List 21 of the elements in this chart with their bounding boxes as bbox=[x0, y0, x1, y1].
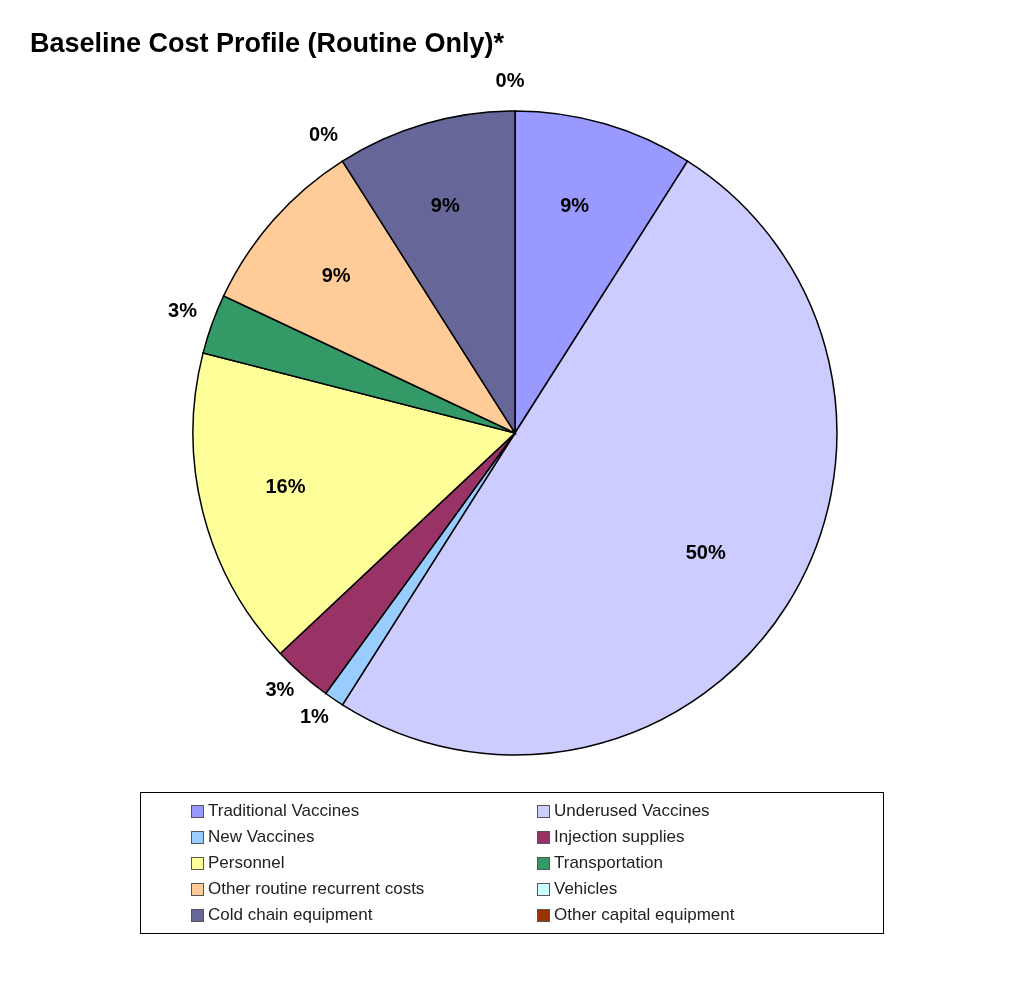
data-label: 3% bbox=[168, 299, 198, 322]
data-label: 3% bbox=[265, 678, 295, 701]
data-label: 16% bbox=[265, 474, 306, 497]
legend-label: Other capital equipment bbox=[554, 905, 735, 925]
legend-label: Underused Vaccines bbox=[554, 801, 710, 821]
data-label: 9% bbox=[321, 263, 351, 286]
data-label: 9% bbox=[430, 194, 460, 217]
legend-label: Vehicles bbox=[554, 879, 618, 899]
legend-label: Injection supplies bbox=[554, 827, 685, 847]
legend-label: Other routine recurrent costs bbox=[208, 879, 425, 899]
data-label: 9% bbox=[560, 194, 590, 217]
data-label: 50% bbox=[685, 541, 726, 564]
legend-label: Transportation bbox=[554, 853, 663, 873]
legend-label: Traditional Vaccines bbox=[208, 801, 360, 821]
legend-label: Cold chain equipment bbox=[208, 905, 373, 925]
text: 0% bbox=[309, 123, 338, 146]
chart-title: Baseline Cost Profile (Routine Only)* bbox=[30, 28, 505, 59]
text: 0% bbox=[495, 69, 525, 91]
legend-label: Personnel bbox=[208, 853, 285, 873]
data-label: 1% bbox=[299, 704, 330, 727]
legend-label: New Vaccines bbox=[208, 827, 315, 847]
